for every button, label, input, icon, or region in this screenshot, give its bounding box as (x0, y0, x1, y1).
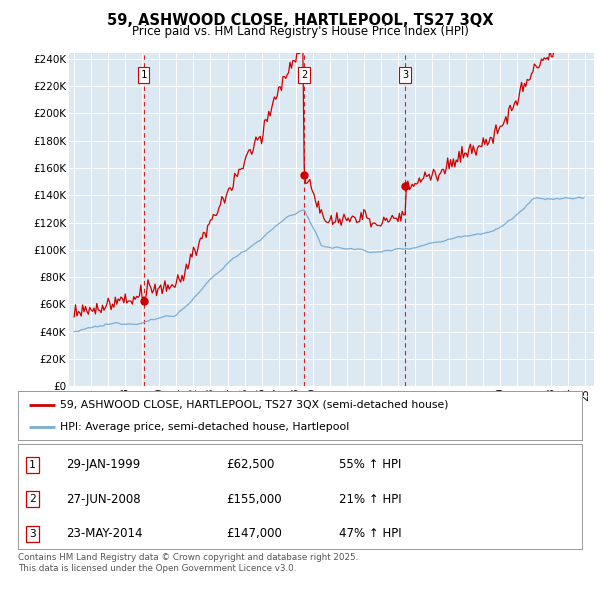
Text: Contains HM Land Registry data © Crown copyright and database right 2025.
This d: Contains HM Land Registry data © Crown c… (18, 553, 358, 573)
Text: 27-JUN-2008: 27-JUN-2008 (66, 493, 140, 506)
Text: £147,000: £147,000 (227, 527, 283, 540)
Text: 1: 1 (29, 460, 35, 470)
Text: HPI: Average price, semi-detached house, Hartlepool: HPI: Average price, semi-detached house,… (60, 422, 350, 432)
Text: 21% ↑ HPI: 21% ↑ HPI (340, 493, 402, 506)
Text: 29-JAN-1999: 29-JAN-1999 (66, 458, 140, 471)
Text: £155,000: £155,000 (227, 493, 283, 506)
Text: 1: 1 (140, 70, 147, 80)
Text: 47% ↑ HPI: 47% ↑ HPI (340, 527, 402, 540)
Text: £62,500: £62,500 (227, 458, 275, 471)
Text: 2: 2 (301, 70, 307, 80)
Text: 3: 3 (402, 70, 408, 80)
Text: 59, ASHWOOD CLOSE, HARTLEPOOL, TS27 3QX: 59, ASHWOOD CLOSE, HARTLEPOOL, TS27 3QX (107, 13, 493, 28)
Text: 55% ↑ HPI: 55% ↑ HPI (340, 458, 402, 471)
Text: 23-MAY-2014: 23-MAY-2014 (66, 527, 142, 540)
Text: Price paid vs. HM Land Registry's House Price Index (HPI): Price paid vs. HM Land Registry's House … (131, 25, 469, 38)
Text: 59, ASHWOOD CLOSE, HARTLEPOOL, TS27 3QX (semi-detached house): 59, ASHWOOD CLOSE, HARTLEPOOL, TS27 3QX … (60, 399, 449, 409)
Text: 2: 2 (29, 494, 35, 504)
Text: 3: 3 (29, 529, 35, 539)
